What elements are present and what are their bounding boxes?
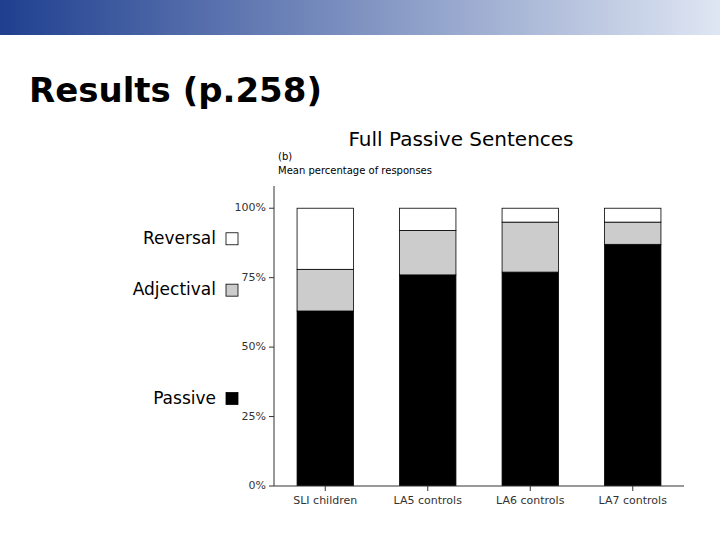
bar [605, 222, 661, 244]
x-tick-label: LA6 controls [496, 494, 565, 507]
bar [400, 208, 456, 230]
bar [400, 230, 456, 274]
bar [605, 244, 661, 486]
y-tick [269, 347, 274, 348]
x-tick [530, 486, 531, 491]
y-tick [269, 486, 274, 487]
chart-title: Full Passive Sentences [348, 127, 573, 151]
y-axis [274, 186, 275, 486]
y-tick [269, 277, 274, 278]
y-tick [269, 416, 274, 417]
bar [502, 272, 558, 486]
x-tick-label: LA5 controls [394, 494, 463, 507]
x-tick [325, 486, 326, 491]
legend-swatch [226, 284, 238, 296]
chart: Results (p.258) Full Passive Sentences (b)… [0, 0, 720, 540]
x-tick [427, 486, 428, 491]
legend-label: Passive [153, 388, 216, 408]
subtitle: (b) [278, 151, 292, 162]
y-label: Mean percentage of responses [278, 165, 432, 176]
y-tick [269, 208, 274, 209]
y-tick-label: 0% [249, 479, 266, 492]
page-title: Results (p.258) [29, 70, 322, 110]
y-tick-label: 25% [242, 410, 266, 423]
legend-label: Reversal [143, 228, 216, 248]
x-tick-label: LA7 controls [599, 494, 668, 507]
bar [297, 208, 353, 269]
legend-label: Adjectival [133, 279, 216, 299]
bar [297, 311, 353, 486]
y-tick-label: 100% [235, 201, 266, 214]
legend-swatch [226, 393, 238, 405]
header-stripe [0, 0, 720, 35]
bar [605, 208, 661, 222]
y-tick-label: 50% [242, 340, 266, 353]
bar [400, 275, 456, 486]
x-tick-label: SLI children [293, 494, 357, 507]
y-tick-label: 75% [242, 271, 266, 284]
legend-swatch [226, 233, 238, 245]
bar [502, 208, 558, 222]
x-tick [632, 486, 633, 491]
x-axis [274, 486, 684, 487]
bar [297, 269, 353, 311]
bars [297, 208, 661, 486]
bar [502, 222, 558, 272]
